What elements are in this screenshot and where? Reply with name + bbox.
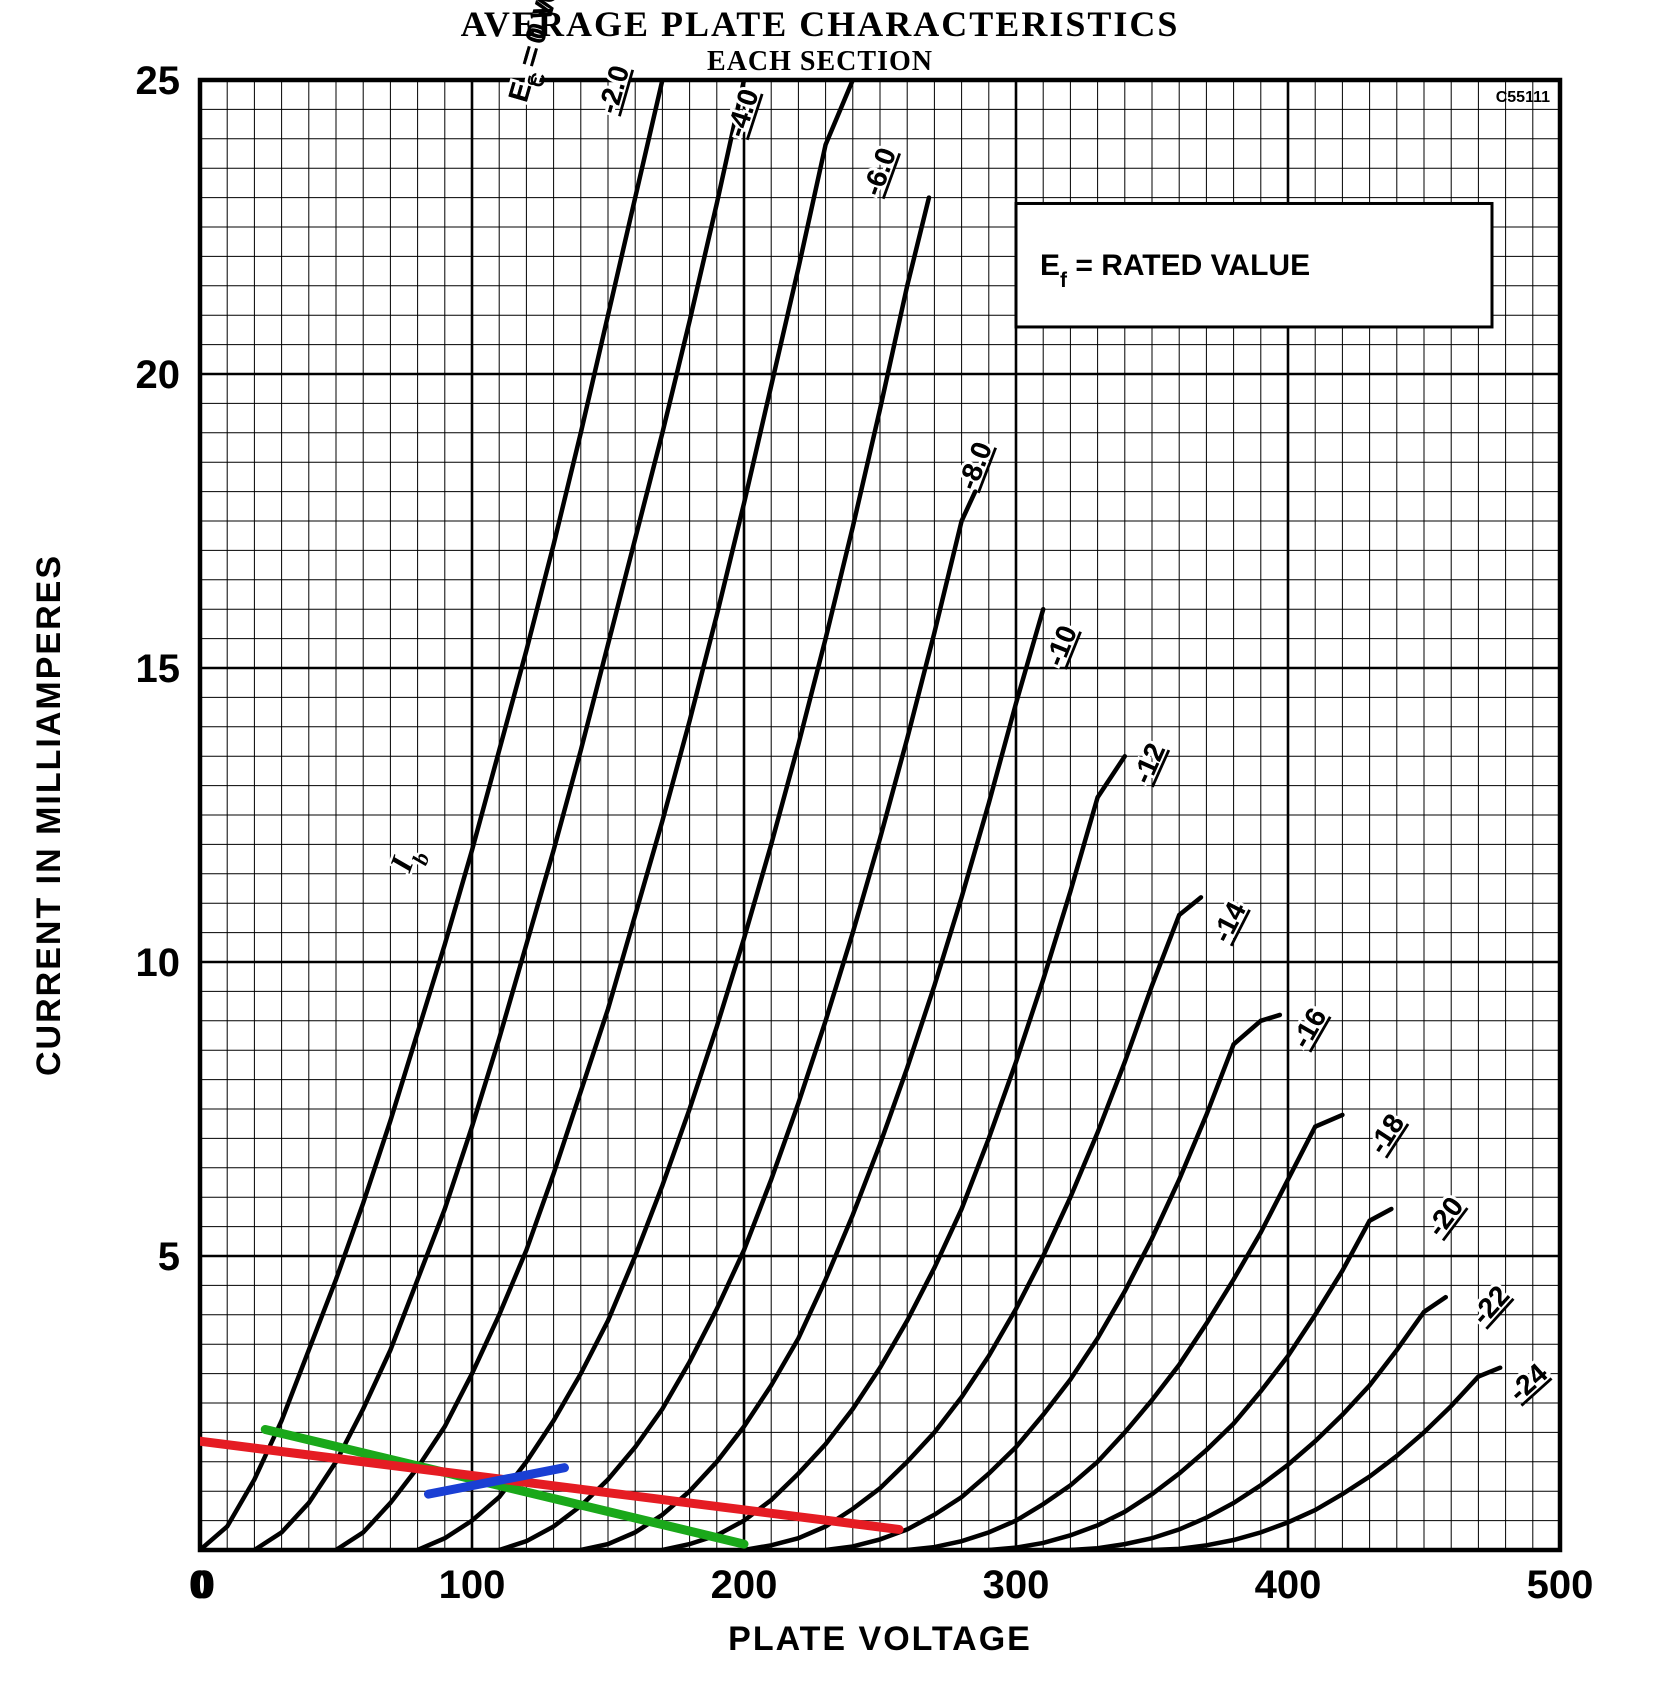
x-tick-label: 500 — [1527, 1563, 1594, 1607]
y-tick-label: 10 — [136, 941, 181, 985]
x-axis-label: PLATE VOLTAGE — [728, 1620, 1032, 1658]
y-tick-label: 5 — [158, 1235, 180, 1279]
chart-subtitle: EACH SECTION — [707, 46, 933, 77]
x-tick-label: 0 — [193, 1563, 215, 1607]
chart-title: AVERAGE PLATE CHARACTERISTICS — [461, 4, 1180, 44]
corner-code: C55111 — [1496, 89, 1550, 106]
x-tick-label: 100 — [439, 1563, 506, 1607]
y-tick-label: 25 — [136, 59, 181, 103]
x-tick-label: 400 — [1255, 1563, 1322, 1607]
y-tick-label: 20 — [136, 353, 181, 397]
y-axis-label: CURRENT IN MILLIAMPERES — [30, 554, 68, 1076]
page: E꜀ = 0 VOLTSEC = 0 VOLTS-2.0-2.0-4.0-4.0… — [0, 0, 1658, 1685]
x-tick-label: 200 — [711, 1563, 778, 1607]
y-tick-label: 15 — [136, 647, 181, 691]
x-tick-label: 300 — [983, 1563, 1050, 1607]
plate-characteristics-chart: E꜀ = 0 VOLTSEC = 0 VOLTS-2.0-2.0-4.0-4.0… — [0, 0, 1658, 1685]
